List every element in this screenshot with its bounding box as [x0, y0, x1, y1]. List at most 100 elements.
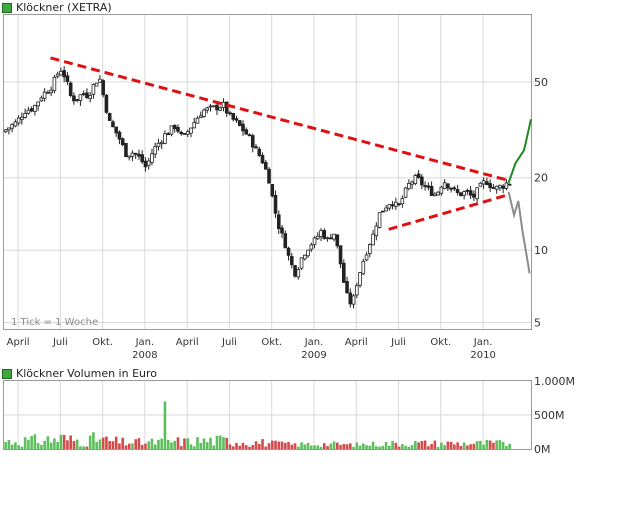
candle-body: [280, 227, 284, 234]
candle-body: [202, 109, 206, 117]
scenario-up-line: [507, 119, 532, 184]
volume-bar: [274, 440, 277, 449]
candle-body: [400, 198, 405, 205]
volume-bar: [293, 443, 297, 449]
candle-body: [137, 153, 141, 157]
volume-bar: [166, 439, 170, 449]
candle-body: [94, 82, 99, 87]
volume-y-axis: 1.000M 500M 0M: [534, 375, 575, 456]
volume-bar: [501, 442, 505, 449]
price-scenarios: [507, 119, 532, 274]
candle-body: [368, 244, 372, 254]
candle-body: [485, 181, 489, 185]
volume-bar: [121, 437, 124, 449]
price-y-tick-label: 10: [534, 244, 548, 257]
candle-body: [439, 186, 444, 194]
volume-bar: [62, 434, 66, 449]
candle-body: [124, 142, 128, 157]
volume-bar: [10, 444, 14, 449]
price-candles: [3, 66, 512, 309]
price-trend-lines: [50, 56, 509, 231]
candle-body: [468, 190, 473, 196]
candle-body: [423, 185, 427, 187]
volume-bar: [264, 446, 268, 449]
candle-body: [81, 93, 86, 95]
volume-bar: [349, 443, 352, 449]
candle-body: [117, 131, 122, 140]
volume-bar: [98, 439, 102, 449]
candle-body: [98, 78, 102, 83]
volume-bar: [410, 445, 414, 449]
price-x-tick-label: April: [176, 337, 199, 348]
candle-body: [478, 182, 483, 187]
volume-bar: [108, 440, 111, 449]
price-x-tick-label: April: [345, 337, 368, 348]
volume-bar: [475, 440, 479, 449]
volume-bar: [352, 446, 355, 449]
candle-body: [237, 120, 242, 126]
volume-bar: [277, 441, 281, 449]
candle-body: [179, 131, 184, 135]
volume-bar: [241, 442, 245, 449]
candle-body: [101, 80, 105, 96]
volume-bar: [75, 439, 79, 449]
candle-body: [364, 254, 369, 261]
candle-body: [504, 182, 509, 189]
candle-body: [153, 146, 158, 155]
volume-bar: [300, 442, 303, 449]
volume-bar: [225, 437, 229, 449]
candle-body: [410, 181, 414, 185]
candle-body: [20, 116, 24, 120]
volume-bar: [280, 441, 284, 449]
candle-body: [455, 189, 460, 194]
volume-bar: [114, 436, 118, 449]
volume-bar: [417, 442, 420, 449]
candle-body: [114, 126, 118, 134]
volume-bar: [378, 446, 381, 449]
price-x-tick-label: Okt.: [261, 337, 282, 348]
candle-body: [270, 184, 275, 197]
volume-bar: [423, 440, 427, 449]
candle-body: [387, 204, 392, 209]
volume-bar: [222, 437, 225, 449]
candle-body: [78, 94, 83, 102]
volume-bar: [508, 443, 511, 449]
volume-legend: Klöckner Volumen in Euro: [2, 367, 157, 380]
candle-body: [55, 73, 60, 77]
candle-body: [384, 207, 388, 212]
candle-body: [49, 89, 53, 94]
candle-body: [397, 203, 401, 206]
candle-body: [371, 233, 375, 246]
volume-bar: [79, 446, 82, 449]
volume-bar: [326, 446, 329, 449]
volume-bar: [231, 446, 235, 449]
candle-body: [348, 292, 353, 305]
candle-body: [228, 112, 232, 115]
volume-bar: [433, 440, 437, 449]
volume-bar: [296, 446, 300, 449]
candle-body: [394, 201, 398, 207]
candle-body: [52, 76, 57, 92]
volume-bar: [479, 440, 482, 449]
volume-bar: [430, 443, 433, 449]
volume-bar: [59, 434, 63, 449]
volume-bar: [446, 441, 450, 449]
candle-body: [46, 92, 50, 94]
price-x-tick-label: Jan.: [473, 337, 493, 348]
candle-body: [436, 191, 440, 196]
candle-body: [221, 101, 226, 108]
volume-y-tick-label: 0M: [534, 443, 551, 456]
candle-body: [322, 230, 327, 239]
volume-bar: [163, 401, 167, 449]
candle-body: [244, 129, 249, 135]
candle-body: [26, 109, 31, 114]
candle-body: [276, 214, 281, 230]
volume-bar: [150, 438, 154, 449]
volume-bar: [124, 445, 128, 449]
volume-bar: [257, 443, 261, 449]
volume-bar: [488, 440, 492, 449]
candle-body: [218, 107, 223, 111]
price-year-label: 2009: [301, 350, 326, 361]
candle-body: [335, 234, 340, 247]
candle-body: [267, 168, 271, 184]
